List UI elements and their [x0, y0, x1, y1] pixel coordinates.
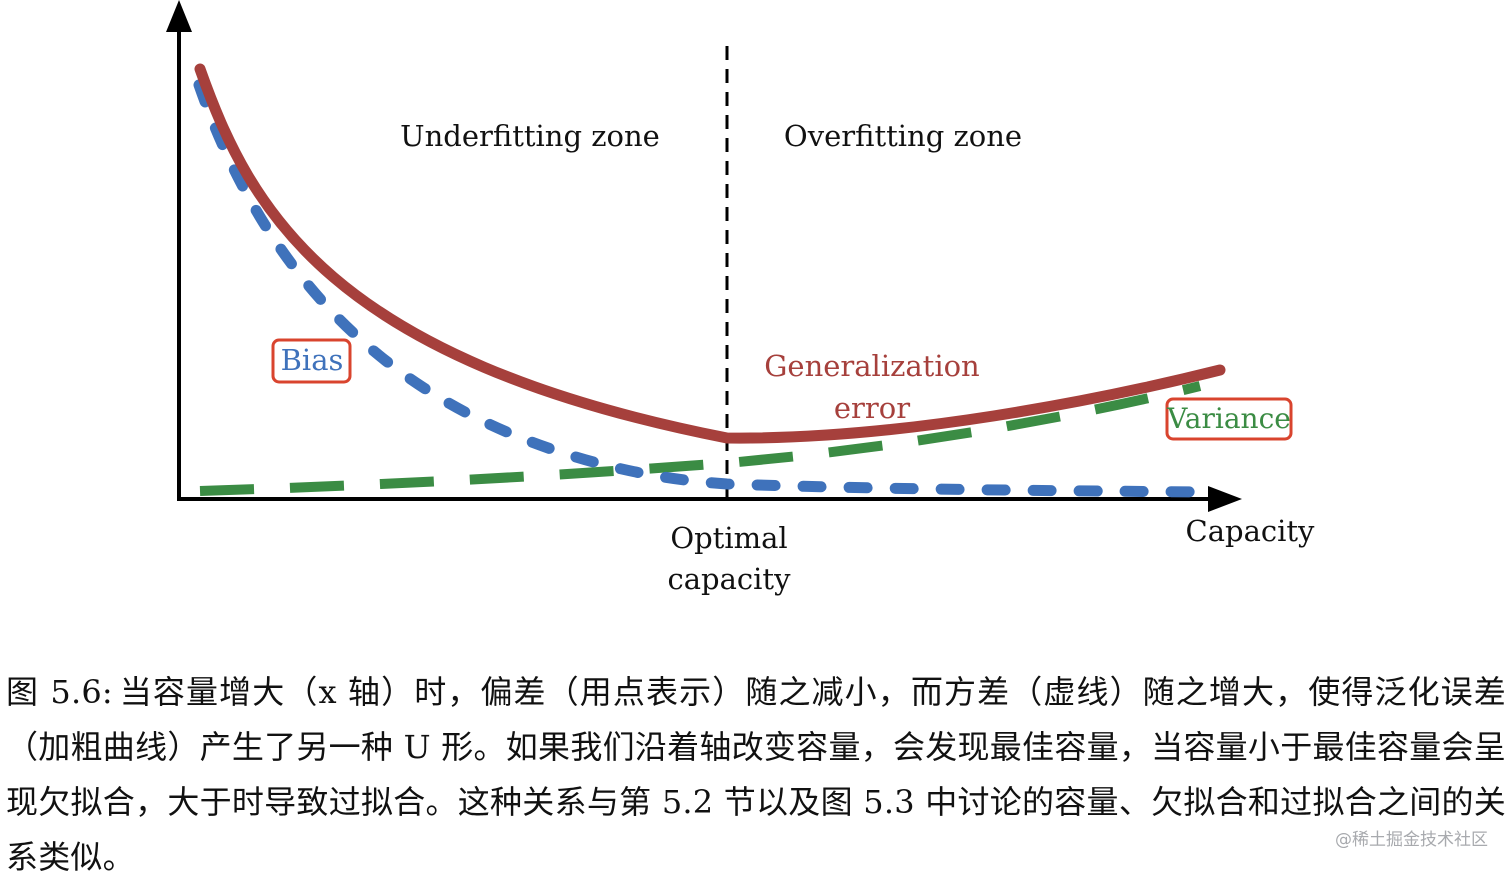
x-axis-arrow: [1208, 486, 1242, 512]
variance-curve: [199, 381, 1202, 496]
figure: Underfitting zone Overfitting zone Bias …: [166, 0, 1316, 596]
optimal-capacity-label-line1: Optimal: [670, 521, 787, 555]
x-axis-label: Capacity: [1186, 514, 1316, 548]
optimal-capacity-label-line2: capacity: [668, 562, 792, 596]
watermark: @稀土掘金技术社区: [1335, 830, 1488, 850]
variance-label-box: [1165, 397, 1293, 441]
caption-text: 当容量增大（x 轴）时，偏差（用点表示）随之减小，而方差（虚线）随之增大，使得泛…: [6, 673, 1506, 876]
variance-label: Variance: [1166, 402, 1291, 435]
bias-variance-diagram: Underfitting zone Overfitting zone Bias …: [166, 0, 1316, 596]
figure-caption: 图 5.6: 当容量增大（x 轴）时，偏差（用点表示）随之减小，而方差（虚线）随之…: [6, 665, 1506, 885]
generalization-error-label-line1: Generalization: [764, 349, 980, 383]
underfitting-zone-label: Underfitting zone: [400, 119, 660, 153]
caption-label: 图 5.6:: [6, 673, 113, 711]
generalization-error-curve: [194, 63, 1226, 444]
bias-label: Bias: [281, 343, 344, 377]
bias-label-box: [271, 338, 352, 384]
y-axis-arrow: [166, 0, 192, 32]
generalization-error-label-line2: error: [834, 391, 910, 425]
overfitting-zone-label: Overfitting zone: [784, 119, 1022, 153]
